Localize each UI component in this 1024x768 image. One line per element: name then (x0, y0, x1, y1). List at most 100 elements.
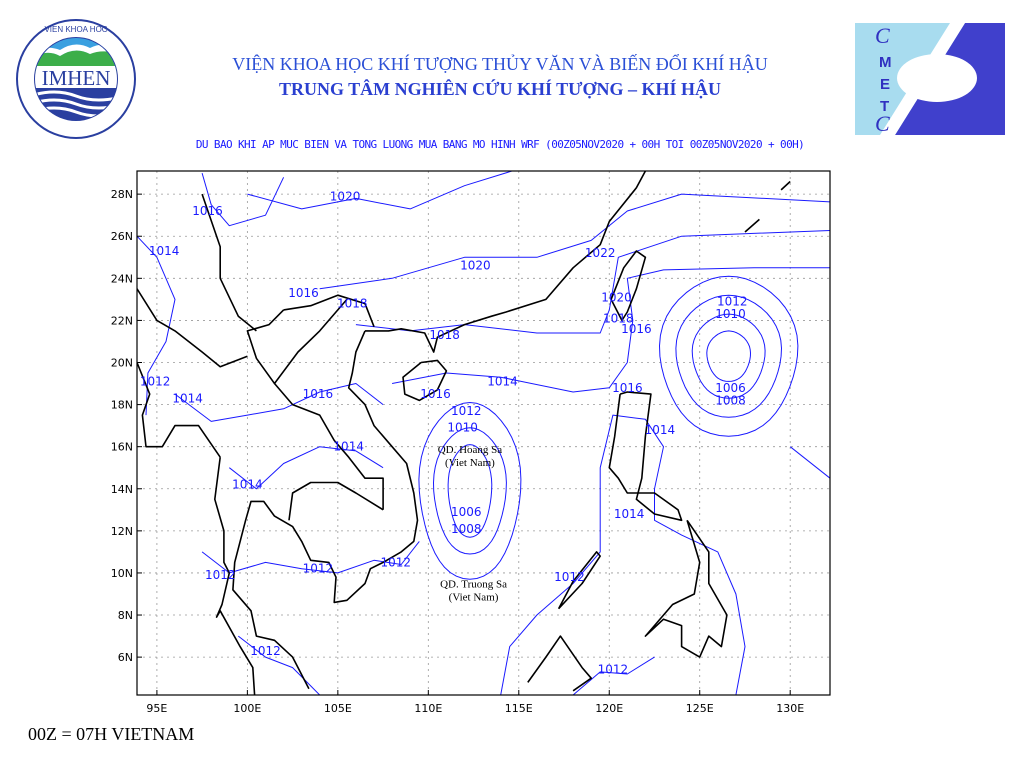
y-tick-label: 16N (111, 441, 133, 454)
contour-label: 1010 (447, 421, 478, 435)
contour-label: 1012 (598, 663, 629, 677)
contour-label: 1018 (337, 297, 368, 311)
coastline (780, 180, 791, 191)
contour-label: 1020 (330, 189, 361, 203)
isobar-line (237, 635, 321, 695)
contour-label: 1016 (420, 387, 451, 401)
x-tick-label: 115E (505, 702, 533, 715)
axis-ticks: 95E 100E 105E 110E 115E 120E 125E 130E 6N 8N 10N 12… (111, 188, 804, 715)
contour-label: 1006 (451, 505, 482, 519)
isobar-line (174, 383, 384, 422)
isobar-low-east (691, 313, 766, 399)
institute-name: VIỆN KHOA HỌC KHÍ TƯỢNG THỦY VĂN VÀ BIẾN… (232, 54, 768, 74)
contour-label: 1014 (487, 374, 518, 388)
island-country: (Viet Nam) (449, 592, 499, 604)
svg-text:M: M (879, 54, 892, 71)
isobar-low-south-china-sea (447, 444, 493, 538)
coastline (137, 362, 221, 458)
contour-label: 1012 (140, 374, 171, 388)
isobar-line (228, 446, 384, 490)
isobar-line (247, 171, 514, 210)
contour-label: 1012 (250, 644, 281, 658)
y-tick-label: 10N (111, 567, 133, 580)
coastlines (137, 171, 791, 695)
contour-label: 1016 (192, 204, 223, 218)
isobar-line (572, 656, 655, 695)
contour-label: 1012 (717, 294, 748, 308)
grid-lines (137, 171, 830, 695)
island-country: (Viet Nam) (445, 457, 495, 469)
forecast-title: DU BAO KHI AP MUC BIEN VA TONG LUONG MUA… (195, 138, 805, 151)
y-tick-label: 8N (118, 609, 133, 622)
coastline (246, 298, 348, 385)
map-frame (136, 170, 831, 696)
imhen-logo: IMHEN VIEN KHOA HOC (16, 19, 136, 139)
cmetc-logo: C M E T C (855, 23, 1005, 135)
isobar-line (500, 414, 746, 695)
contour-label: 1018 (429, 328, 460, 342)
isobar-low-south-china-sea (418, 402, 522, 580)
contour-label: 1016 (621, 322, 652, 336)
contour-label: 1012 (205, 568, 236, 582)
x-tick-label: 125E (686, 702, 714, 715)
x-tick-label: 110E (414, 702, 442, 715)
contour-label: 1014 (333, 440, 364, 454)
contour-label: 1022 (585, 246, 616, 260)
isobar-contours (137, 171, 830, 695)
isobar-low-east (706, 330, 751, 382)
contour-label: 1012 (303, 562, 334, 576)
coastline (557, 551, 601, 610)
contour-label: 1014 (232, 478, 263, 492)
island-name: QD. Hoang Sa (438, 444, 503, 456)
center-name: TRUNG TÂM NGHIÊN CỨU KHÍ TƯỢNG – KHÍ HẬU (278, 79, 722, 99)
coastline (137, 288, 248, 368)
y-tick-label: 24N (111, 272, 133, 285)
contour-label: 1014 (149, 244, 180, 258)
svg-text:VIEN KHOA HOC: VIEN KHOA HOC (44, 25, 107, 34)
y-tick-label: 22N (111, 314, 133, 327)
contour-label: 1012 (554, 570, 585, 584)
coastline (215, 572, 256, 695)
contour-label: 1020 (601, 290, 632, 304)
contour-label: 1012 (380, 555, 411, 569)
contour-label: 1012 (451, 404, 482, 418)
imhen-logo-text: IMHEN (42, 66, 111, 90)
svg-text:E: E (880, 76, 890, 93)
contour-label: 1010 (715, 307, 746, 321)
isobar-line (355, 229, 830, 334)
contour-label: 1008 (715, 393, 746, 407)
y-tick-label: 14N (111, 483, 133, 496)
coastline (232, 330, 419, 690)
isobar-line (789, 446, 830, 479)
coastline (214, 457, 231, 574)
y-tick-label: 6N (118, 651, 133, 664)
x-tick-label: 95E (146, 702, 167, 715)
coastline (402, 359, 448, 402)
isobar-line (392, 267, 830, 393)
y-tick-label: 12N (111, 525, 133, 538)
y-tick-label: 28N (111, 188, 133, 201)
svg-text:T: T (880, 98, 889, 115)
coastline (744, 218, 760, 233)
x-tick-label: 100E (233, 702, 261, 715)
x-tick-label: 120E (595, 702, 623, 715)
timezone-note: 00Z = 07H VIETNAM (28, 724, 195, 744)
coastline (610, 250, 647, 322)
island-labels: QD. Hoang Sa(Viet Nam)QD. Truong Sa(Viet… (438, 444, 507, 604)
isobar-line (319, 193, 830, 290)
coastline (608, 391, 683, 522)
y-tick-label: 26N (111, 230, 133, 243)
contour-label: 1008 (451, 522, 482, 536)
x-tick-label: 105E (324, 702, 352, 715)
contour-label: 1014 (614, 507, 645, 521)
contour-label: 1016 (303, 387, 334, 401)
contour-label: 1014 (645, 423, 676, 437)
isobar-low-east (675, 294, 782, 418)
coastline (365, 171, 647, 353)
contour-label: 1020 (460, 259, 491, 273)
coastline (644, 519, 728, 658)
svg-text:C: C (875, 111, 890, 135)
y-tick-label: 20N (111, 357, 133, 370)
island-name: QD. Truong Sa (440, 579, 507, 591)
y-tick-label: 18N (111, 399, 133, 412)
